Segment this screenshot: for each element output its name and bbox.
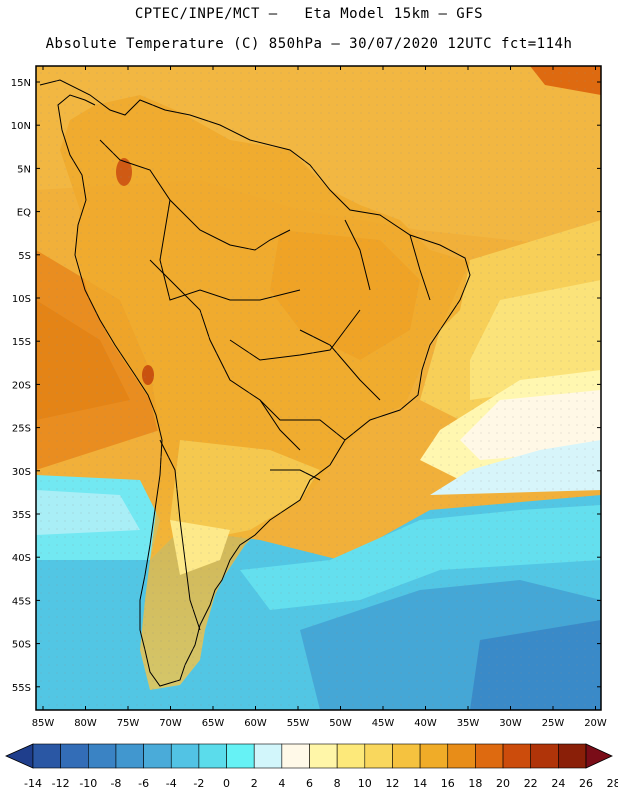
legend-label: -8 (110, 777, 121, 790)
legend-cell (309, 743, 338, 769)
legend-label: -10 (79, 777, 97, 790)
legend-cell (419, 743, 449, 769)
legend-cell (336, 743, 366, 769)
legend-label: 14 (413, 777, 427, 790)
legend-cell (198, 743, 227, 769)
lat-label: 20S (12, 380, 31, 391)
legend-cell (253, 743, 283, 769)
lat-label: 30S (12, 467, 31, 478)
legend-label: -4 (166, 777, 177, 790)
legend-cell (364, 743, 393, 769)
lon-label: 80W (74, 718, 97, 729)
legend-label: 6 (306, 777, 313, 790)
legend-label: 10 (358, 777, 372, 790)
lon-label: 30W (499, 718, 522, 729)
lon-label: 50W (329, 718, 352, 729)
chart-title-line-2: Absolute Temperature (C) 850hPa – 30/07/… (45, 36, 573, 52)
legend-cell (475, 743, 504, 769)
lon-label: 35W (457, 718, 480, 729)
lon-label: 55W (287, 718, 310, 729)
lat-label: 5N (17, 164, 31, 175)
lon-label: 20W (584, 718, 607, 729)
legend-label: -14 (24, 777, 42, 790)
legend-cell (558, 743, 587, 769)
legend-label: 16 (441, 777, 455, 790)
legend-cell (170, 743, 200, 769)
legend-label: 8 (334, 777, 341, 790)
legend-label: 12 (385, 777, 399, 790)
lat-label: 40S (12, 553, 31, 564)
lon-label: 65W (202, 718, 225, 729)
lat-label: 50S (12, 640, 31, 651)
lat-label: 15N (11, 78, 31, 89)
temperature-map: 15N 10N 5N EQ 5S 10S 15S 20S 25S 30S 35S 40S 45S 50S 5… (11, 65, 607, 729)
lon-label: 85W (32, 718, 55, 729)
color-legend: -14 -12 -10 -8 -6 -4 -2 0 2 4 6 8 10 12 14 16 18 20 22 24 26… (5, 743, 618, 790)
legend-arrow-low (5, 743, 34, 769)
lat-label: 15S (12, 337, 31, 348)
legend-label: 4 (278, 777, 285, 790)
legend-cell (115, 743, 144, 769)
lat-label: 10S (12, 294, 31, 305)
lat-label: 25S (12, 424, 31, 435)
lat-label: 35S (12, 510, 31, 521)
lon-label: 45W (372, 718, 395, 729)
legend-label: 20 (496, 777, 510, 790)
map-frame (35, 65, 602, 711)
axis-ticks (36, 66, 601, 710)
legend-cell (226, 743, 255, 769)
legend-cell (32, 743, 61, 769)
legend-cells (5, 743, 613, 769)
legend-label: 22 (524, 777, 538, 790)
legend-label: -2 (193, 777, 204, 790)
lon-label: 60W (244, 718, 267, 729)
legend-cell (447, 743, 476, 769)
legend-cell (530, 743, 559, 769)
legend-label: 26 (579, 777, 593, 790)
grid-dots (36, 66, 601, 710)
lon-label: 75W (117, 718, 140, 729)
legend-label: -12 (52, 777, 70, 790)
legend-label: 18 (468, 777, 482, 790)
lon-label: 40W (414, 718, 437, 729)
legend-arrow-high (585, 743, 613, 769)
legend-cell (60, 743, 89, 769)
lat-label: EQ (17, 208, 31, 219)
latitude-labels: 15N 10N 5N EQ 5S 10S 15S 20S 25S 30S 35S 40S 45S 50S 5… (11, 78, 31, 694)
lon-label: 70W (159, 718, 182, 729)
legend-cell (88, 743, 117, 769)
legend-label: 24 (551, 777, 565, 790)
lon-label: 25W (542, 718, 565, 729)
legend-label: 28 (607, 777, 618, 790)
lat-label: 10N (11, 121, 31, 132)
legend-label: 2 (251, 777, 258, 790)
legend-label: -6 (138, 777, 149, 790)
legend-cell (281, 743, 310, 769)
legend-cell (392, 743, 421, 769)
legend-labels: -14 -12 -10 -8 -6 -4 -2 0 2 4 6 8 10 12 14 16 18 20 22 24 26… (24, 777, 618, 790)
lat-label: 5S (18, 251, 31, 262)
longitude-labels: 85W 80W 75W 70W 65W 60W 55W 50W 45W 40W 35W 30W 25W 2… (32, 718, 607, 729)
lat-label: 45S (12, 596, 31, 607)
lat-label: 55S (12, 683, 31, 694)
legend-cell (143, 743, 172, 769)
legend-label: 0 (223, 777, 230, 790)
chart-title-line-1: CPTEC/INPE/MCT – Eta Model 15km – GFS (134, 6, 484, 22)
legend-cell (502, 743, 531, 769)
